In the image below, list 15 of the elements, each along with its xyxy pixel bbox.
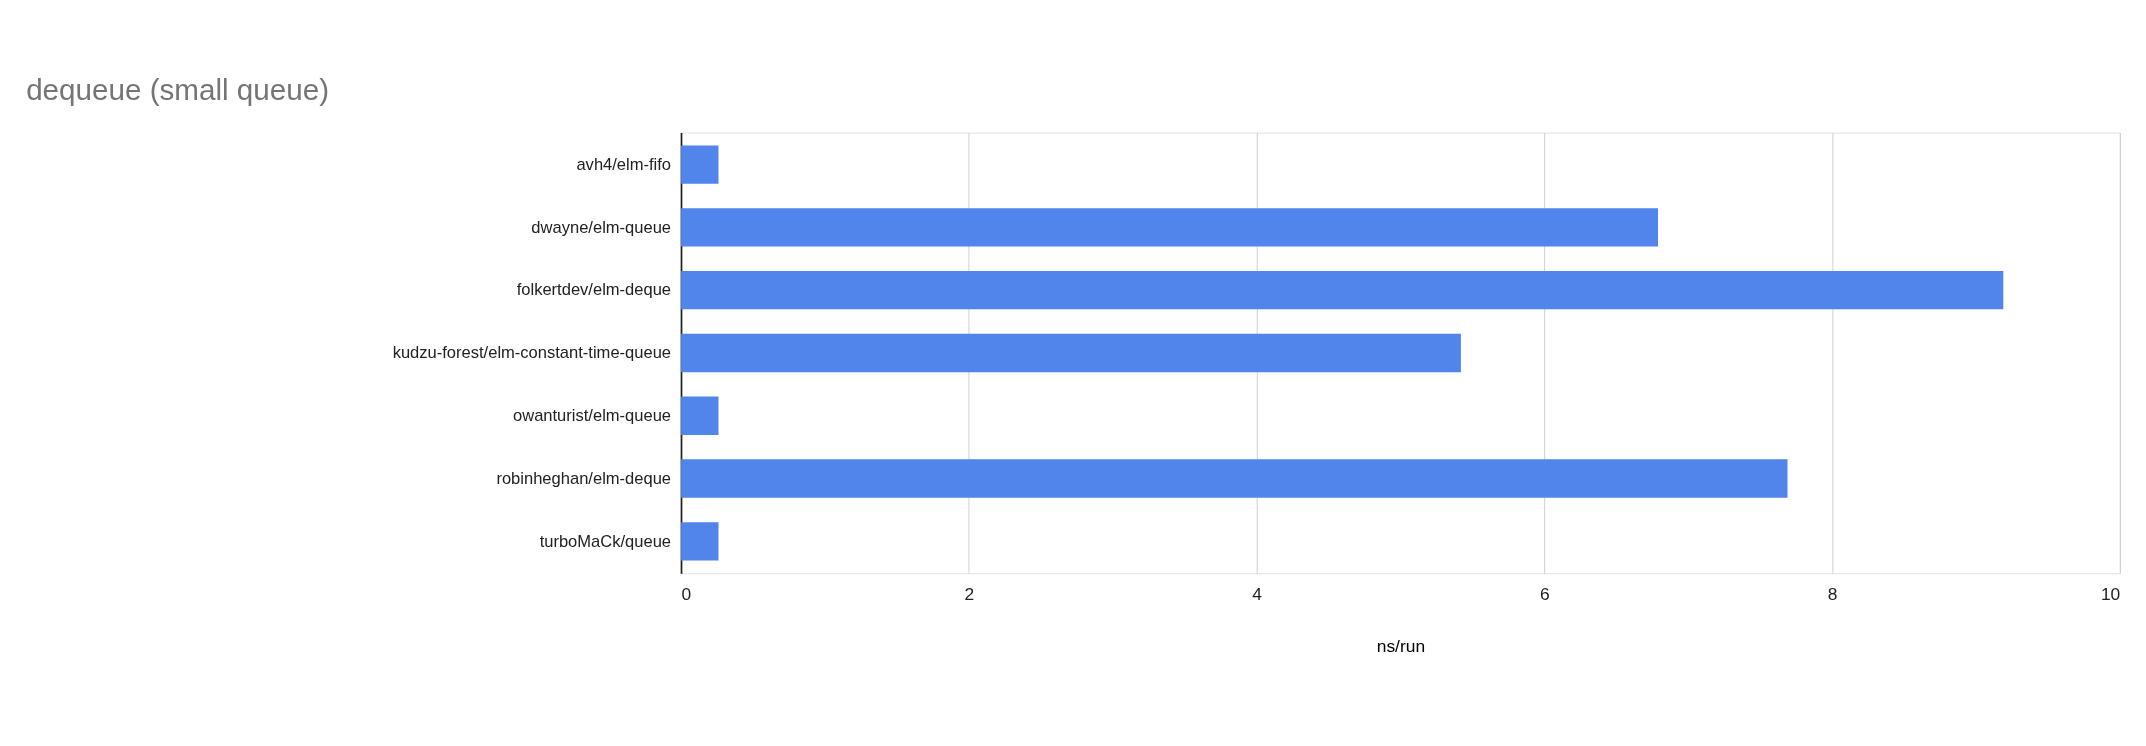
x-tick-label: 4 [1252, 583, 1263, 604]
y-tick-label: owanturist/elm-queue [513, 405, 672, 425]
y-tick-label: turboMaCk/queue [539, 531, 672, 551]
y-tick-label: avh4/elm-fifo [576, 154, 672, 174]
y-tick-label: dwayne/elm-queue [531, 217, 672, 237]
y-tick-label: folkertdev/elm-deque [516, 280, 672, 300]
x-tick-label: 10 [2100, 583, 2121, 604]
y-tick-label: kudzu-forest/elm-constant-time-queue [392, 343, 672, 363]
x-tick-label: 6 [1539, 583, 1550, 604]
x-axis-title: ns/run [1376, 636, 1426, 657]
x-tick-label: 8 [1827, 583, 1838, 604]
text: dequeue (small queue) [26, 73, 330, 107]
x-tick-label: 0 [681, 583, 692, 604]
x-tick-label: 2 [964, 583, 975, 604]
y-tick-label: robinheghan/elm-deque [496, 468, 672, 488]
